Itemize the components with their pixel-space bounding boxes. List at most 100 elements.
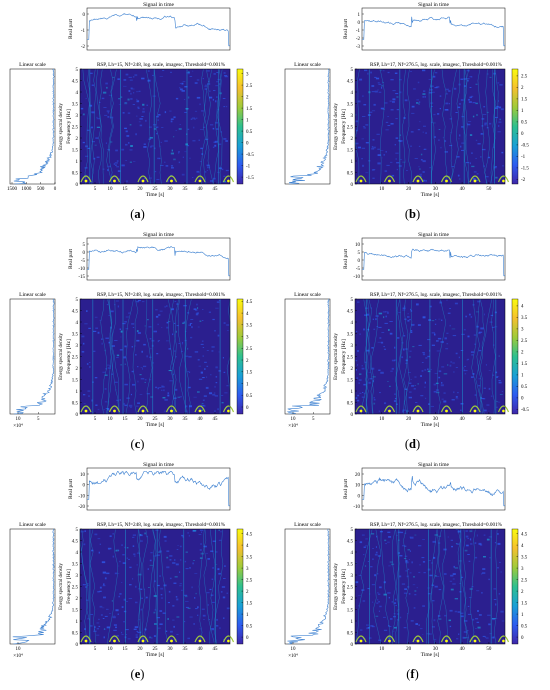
tf-speckle [468, 597, 472, 598]
tf-ridge [403, 298, 409, 415]
tf-speckle [115, 549, 119, 552]
tf-speckle [405, 570, 408, 572]
tf-speckle [200, 552, 204, 555]
tf-xtick-label: 20 [406, 417, 412, 422]
tf-xtick-label: 25 [153, 417, 159, 422]
tf-speckle [359, 392, 362, 394]
tf-speckle [448, 90, 451, 92]
tf-speckle [184, 560, 187, 563]
tf-speckle [218, 370, 221, 372]
tf-speckle [190, 336, 193, 339]
tf-speckle [466, 637, 469, 638]
tf-ytick-label: 0 [76, 183, 79, 188]
tf-ytick-label: 5 [351, 298, 354, 303]
tf-speckle [378, 610, 380, 612]
tf-speckle [431, 562, 433, 564]
tf-low-freq-arc [440, 635, 453, 643]
tf-speckle [107, 547, 112, 550]
tf-speckle [375, 77, 380, 80]
tf-speckle [179, 585, 182, 587]
tf-speckle [154, 609, 157, 611]
tf-speckle [134, 626, 139, 628]
tf-speckle [389, 332, 393, 335]
tf-xtick-label: 5 [94, 647, 97, 652]
tf-speckle [145, 119, 147, 122]
tf-speckle [381, 86, 383, 89]
tf-speckle [417, 129, 421, 131]
tf-speckle [418, 624, 420, 626]
tf-speckle [184, 111, 187, 113]
tf-speckle [471, 165, 475, 168]
tf-xtick-label: 20 [406, 647, 412, 652]
tf-speckle [103, 628, 107, 630]
tf-speckle [403, 627, 407, 629]
tf-speckle [135, 133, 137, 136]
tf-speckle [490, 395, 493, 397]
tf-speckle [106, 626, 110, 629]
tf-speckle [176, 598, 179, 601]
tf-speckle [369, 637, 372, 639]
tf-speckle [478, 331, 483, 333]
tf-xtick-label: 5 [94, 187, 97, 192]
colorbar [511, 528, 519, 645]
tf-speckle [158, 551, 161, 553]
tf-speckle [109, 613, 112, 614]
tf-speckle [434, 585, 438, 588]
tf-speckle [455, 396, 458, 398]
tf-ytick-label: 4 [76, 551, 79, 556]
tf-speckle [410, 131, 414, 133]
tf-speckle [176, 549, 179, 550]
tf-ylabel: Frequency [Hz] [341, 339, 347, 374]
tf-speckle [173, 322, 176, 324]
tf-speckle [104, 114, 108, 116]
tf-speckle [412, 346, 415, 348]
tf-speckle [182, 342, 184, 344]
tf-peak [113, 179, 116, 183]
tf-speckle [424, 95, 426, 98]
tf-speckle [202, 614, 206, 617]
tf-speckle [160, 594, 163, 596]
tf-speckle [171, 167, 174, 169]
tf-xtick-label: 40 [198, 417, 204, 422]
colorbar-tick-label: 3.5 [521, 555, 528, 560]
tf-speckle [487, 156, 491, 159]
tf-speckle [197, 408, 201, 410]
tf-speckle [356, 377, 359, 379]
psd-title: Linear scale [294, 292, 321, 298]
tf-speckle [216, 618, 218, 621]
tf-speckle [355, 360, 358, 362]
tf-speckle [384, 170, 388, 172]
tf-speckle [434, 87, 438, 89]
tf-speckle [418, 103, 420, 105]
tf-speckle [107, 364, 110, 366]
tf-speckle [492, 146, 495, 148]
tf-speckle [434, 373, 438, 374]
tf-low-freq-arc [137, 635, 149, 643]
tf-speckle [413, 88, 416, 90]
tf-speckle [130, 406, 132, 408]
tf-speckle [121, 544, 123, 546]
tf-speckle [219, 531, 223, 533]
tf-speckle [85, 98, 87, 99]
tf-speckle [136, 405, 139, 407]
tf-speckle [464, 373, 467, 375]
tf-speckle [202, 399, 205, 401]
tf-peak [502, 409, 505, 413]
tf-speckle [182, 156, 184, 158]
tf-peak [359, 639, 363, 643]
tf-speckle [161, 385, 164, 387]
tf-speckle [202, 309, 204, 310]
psd-ylabel: Energy spectral density [334, 563, 339, 610]
tf-speckle [116, 160, 119, 162]
tf-speckle [158, 340, 160, 341]
tf-speckle [88, 395, 90, 397]
tf-speckle [125, 73, 129, 76]
tf-speckle [179, 124, 181, 125]
tf-speckle [428, 403, 430, 405]
tf-speckle [198, 378, 203, 380]
signal-line [362, 475, 505, 507]
tf-speckle [408, 372, 411, 373]
tf-speckle [102, 168, 105, 170]
tf-speckle [430, 85, 434, 87]
